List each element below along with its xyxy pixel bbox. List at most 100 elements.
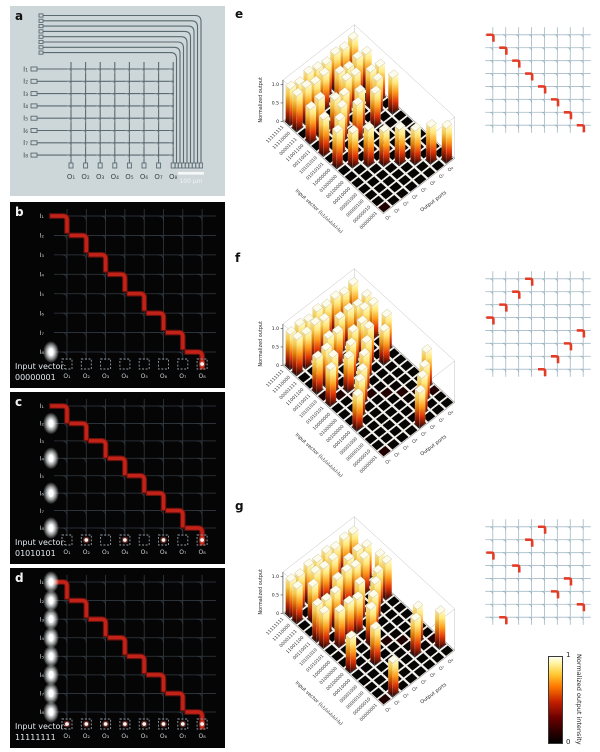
svg-text:I₆: I₆ — [39, 489, 44, 497]
panel-d-micrograph-11111111: d I₁ I₂ I₃ I₄ I₅ I₆ I₇ I₈ Input vector: 11111111 O… — [10, 568, 225, 748]
svg-text:O₁: O₁ — [384, 214, 392, 222]
svg-text:O₇: O₇ — [438, 416, 446, 424]
waveguide-crossbar-drawing: O₁ O₂ O₃ O₄ O₅ O₆ O₇ O₈ I₁ I₂ I₃ I₄ I₅ I₆ I₇ I₈ 100 μm — [10, 6, 225, 196]
panel-label-a: a — [15, 9, 24, 23]
svg-text:0: 0 — [276, 363, 279, 369]
svg-text:0.5: 0.5 — [272, 592, 279, 598]
colorbar-title: Normalized output intensity — [575, 654, 584, 745]
svg-text:O₃: O₃ — [402, 692, 410, 700]
svg-text:O₈: O₈ — [199, 373, 207, 380]
svg-text:1.0: 1.0 — [272, 82, 279, 88]
svg-text:O₂: O₂ — [83, 373, 91, 380]
panel-label-c: c — [15, 395, 23, 409]
svg-text:O₆: O₆ — [160, 549, 168, 556]
panel-f-3d-bar-chart: f 0 0.5 1.0 Normalized output 11111111 111100… — [230, 248, 600, 496]
svg-text:I₅: I₅ — [39, 652, 44, 660]
svg-text:O₄: O₄ — [411, 437, 419, 445]
darkfield-routing-image: I₁ I₂ I₃ I₄ I₅ I₆ I₇ I₈ Input vector: 11111111 O₁ O… — [10, 568, 225, 748]
svg-text:O₅: O₅ — [141, 733, 149, 740]
svg-text:O₅: O₅ — [125, 173, 134, 181]
svg-text:00000001: 00000001 — [15, 373, 56, 382]
svg-text:Normalized output: Normalized output — [258, 569, 264, 615]
darkfield-routing-image: I₁ I₂ I₃ I₄ I₅ I₆ I₇ I₈ Input vector: 01010101 O₁ O… — [10, 392, 225, 564]
svg-text:01010101: 01010101 — [15, 549, 56, 558]
svg-text:O₄: O₄ — [111, 173, 120, 181]
switch-matrix-inset — [482, 516, 594, 628]
svg-text:I₈: I₈ — [23, 151, 28, 159]
svg-text:I₃: I₃ — [39, 437, 44, 445]
svg-text:I₃: I₃ — [39, 251, 44, 259]
svg-text:O₂: O₂ — [393, 451, 401, 459]
colorbar-min-label: 0 — [566, 738, 571, 746]
svg-text:I₆: I₆ — [39, 309, 44, 317]
svg-text:O₆: O₆ — [429, 423, 437, 431]
darkfield-routing-image: I₁ I₂ I₃ I₄ I₅ I₆ I₇ I₈ Input vector: 00000001 O₁ O… — [10, 202, 225, 388]
svg-text:100 μm: 100 μm — [179, 178, 202, 185]
svg-text:O₈: O₈ — [199, 549, 207, 556]
svg-text:I₂: I₂ — [39, 232, 44, 240]
svg-text:O₇: O₇ — [179, 733, 187, 740]
switch-matrix-inset — [482, 268, 594, 380]
svg-text:I₈: I₈ — [39, 348, 44, 356]
svg-text:O₁: O₁ — [63, 733, 71, 740]
svg-text:I₄: I₄ — [39, 270, 44, 278]
svg-text:O₆: O₆ — [429, 179, 437, 187]
svg-text:I₇: I₇ — [23, 139, 28, 147]
svg-text:O₂: O₂ — [81, 173, 90, 181]
svg-text:O₈: O₈ — [447, 165, 455, 173]
svg-text:I₆: I₆ — [39, 671, 44, 679]
svg-text:I₁: I₁ — [23, 65, 28, 73]
svg-text:O₇: O₇ — [154, 173, 163, 181]
svg-text:O₃: O₃ — [102, 549, 110, 556]
svg-text:O₅: O₅ — [420, 678, 428, 686]
svg-text:O₃: O₃ — [402, 200, 410, 208]
svg-text:O₃: O₃ — [96, 173, 105, 181]
svg-text:O₇: O₇ — [438, 664, 446, 672]
svg-text:O₇: O₇ — [179, 549, 187, 556]
svg-text:I₅: I₅ — [39, 290, 44, 298]
svg-text:Input vector (I₁I₂I₃I₄I₅I₆I₇I₈: Input vector (I₁I₂I₃I₄I₅I₆I₇I₈) — [294, 432, 344, 479]
svg-text:O₇: O₇ — [179, 373, 187, 380]
svg-text:O₃: O₃ — [402, 444, 410, 452]
svg-text:0.5: 0.5 — [272, 344, 279, 350]
svg-text:0: 0 — [276, 119, 279, 125]
svg-text:I₄: I₄ — [23, 102, 28, 110]
panel-label-f: f — [235, 251, 241, 265]
svg-text:I₃: I₃ — [23, 90, 28, 98]
svg-text:O₆: O₆ — [429, 671, 437, 679]
svg-text:Input vector (I₁I₂I₃I₄I₅I₆I₇I₈: Input vector (I₁I₂I₃I₄I₅I₆I₇I₈) — [294, 680, 344, 727]
svg-text:O₅: O₅ — [141, 373, 149, 380]
svg-text:O₂: O₂ — [83, 733, 91, 740]
svg-text:O₈: O₈ — [447, 409, 455, 417]
svg-text:1.0: 1.0 — [272, 326, 279, 332]
svg-text:I₇: I₇ — [39, 690, 44, 698]
svg-text:I₂: I₂ — [39, 597, 44, 605]
panel-g-3d-bar-chart: g 0 0.5 1.0 Normalized output 11111111 111100… — [230, 496, 600, 748]
svg-text:O₃: O₃ — [102, 373, 110, 380]
svg-text:I₇: I₇ — [39, 507, 44, 515]
panel-b-micrograph-00000001: b I₁ I₂ I₃ I₄ I₅ I₆ I₇ I₈ Input vector: 00000001 O… — [10, 202, 225, 388]
svg-text:11111111: 11111111 — [15, 733, 56, 742]
svg-text:I₂: I₂ — [39, 420, 44, 428]
svg-text:Input vector:: Input vector: — [15, 362, 66, 371]
svg-text:I₃: I₃ — [39, 615, 44, 623]
svg-text:O₃: O₃ — [102, 733, 110, 740]
panel-e-3d-bar-chart: e 0 0.5 1.0 Normalized output 11111111 111100… — [230, 4, 600, 248]
svg-text:O₂: O₂ — [393, 207, 401, 215]
svg-text:Input vector:: Input vector: — [15, 722, 66, 731]
svg-text:O₈: O₈ — [199, 733, 207, 740]
svg-text:I₅: I₅ — [23, 115, 28, 123]
svg-text:O₄: O₄ — [121, 373, 129, 380]
svg-text:I₄: I₄ — [39, 634, 44, 642]
panel-label-b: b — [15, 205, 24, 219]
svg-text:O₅: O₅ — [141, 549, 149, 556]
svg-text:O₄: O₄ — [121, 733, 129, 740]
svg-text:O₁: O₁ — [384, 706, 392, 714]
svg-text:I₁: I₁ — [39, 402, 44, 410]
panel-label-e: e — [235, 7, 244, 21]
svg-text:O₅: O₅ — [420, 430, 428, 438]
svg-text:I₂: I₂ — [23, 78, 28, 86]
